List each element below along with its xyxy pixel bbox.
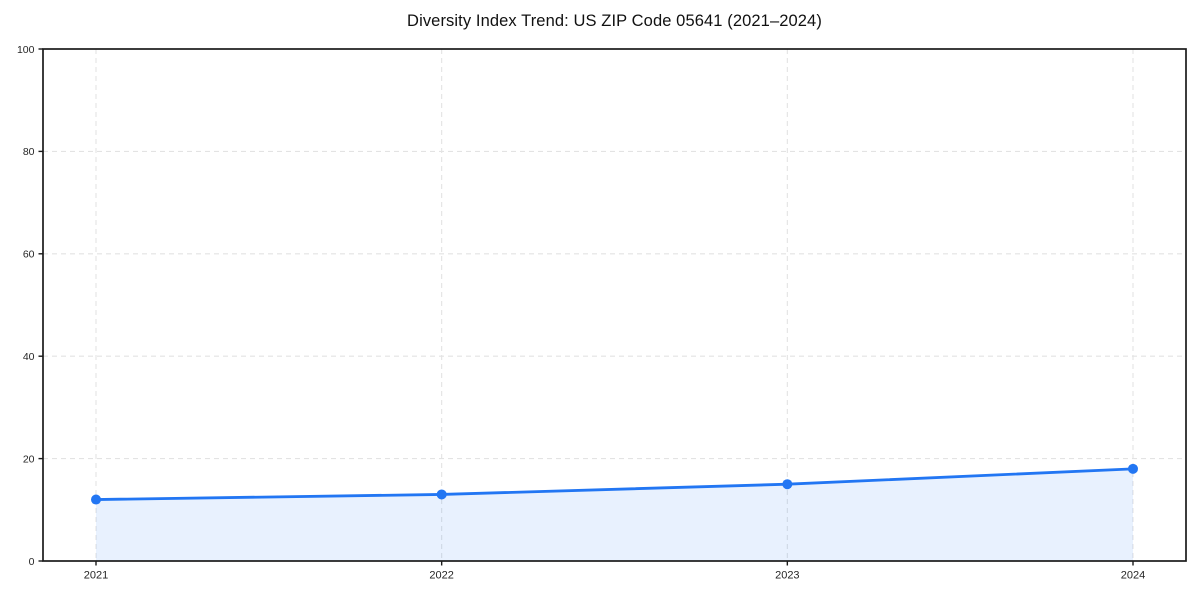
y-tick-label: 100	[17, 44, 35, 56]
y-tick-label: 0	[29, 556, 35, 568]
data-point-2022	[436, 489, 447, 500]
y-tick-label: 80	[23, 146, 35, 158]
y-tick-label: 60	[23, 249, 35, 261]
x-tick-label: 2024	[1121, 570, 1145, 582]
x-tick-label: 2022	[429, 570, 453, 582]
x-tick-label: 2023	[775, 570, 799, 582]
data-point-2023	[782, 479, 793, 490]
trend-line	[94, 467, 1135, 501]
y-tick-label: 40	[23, 351, 35, 363]
data-point-2021	[91, 494, 101, 505]
y-tick-label: 20	[23, 453, 35, 465]
plot-border	[42, 48, 1187, 562]
chart-title: Diversity Index Trend: US ZIP Code 05641…	[407, 12, 822, 30]
area-fill	[96, 468, 1133, 561]
data-point-2024	[1128, 463, 1138, 474]
x-tick-label: 2021	[84, 570, 108, 582]
